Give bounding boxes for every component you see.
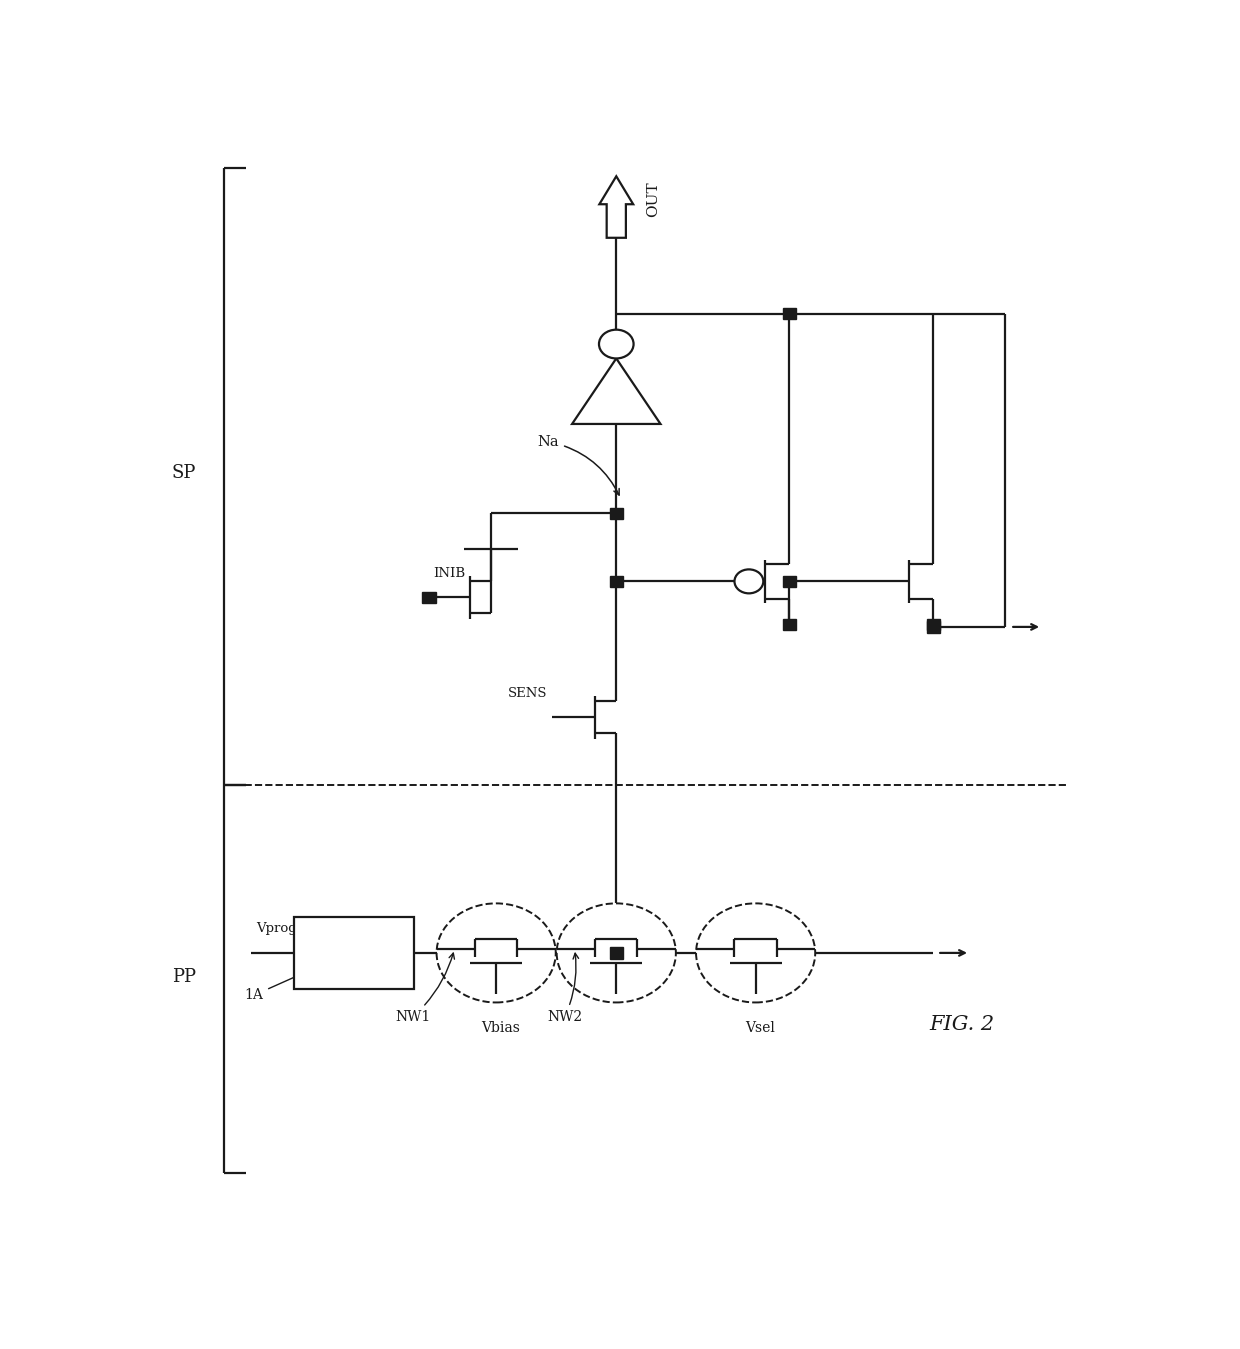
Polygon shape — [572, 359, 661, 424]
Bar — [782, 619, 796, 630]
Bar — [610, 507, 622, 519]
Bar — [610, 576, 622, 587]
Text: OUT: OUT — [646, 181, 660, 217]
Text: SENS: SENS — [507, 687, 547, 700]
Text: NW1: NW1 — [396, 954, 454, 1024]
Bar — [294, 917, 414, 989]
Text: Na: Na — [537, 434, 619, 495]
Text: Vsel: Vsel — [745, 1021, 775, 1035]
Bar — [782, 308, 796, 320]
Text: NW2: NW2 — [547, 954, 583, 1024]
Bar — [610, 947, 622, 959]
Polygon shape — [599, 177, 634, 237]
Circle shape — [734, 569, 764, 594]
Bar — [926, 619, 940, 630]
Text: FIG. 2: FIG. 2 — [930, 1016, 994, 1035]
Bar — [782, 576, 796, 587]
Bar — [422, 592, 435, 603]
Text: Vprog: Vprog — [255, 923, 296, 935]
Circle shape — [599, 329, 634, 359]
Text: Vbias: Vbias — [481, 1021, 521, 1035]
Text: INIB: INIB — [434, 567, 466, 580]
Text: SP: SP — [171, 464, 196, 483]
Bar — [926, 622, 940, 633]
Text: 1A: 1A — [244, 962, 327, 1002]
Text: PP: PP — [172, 967, 196, 986]
